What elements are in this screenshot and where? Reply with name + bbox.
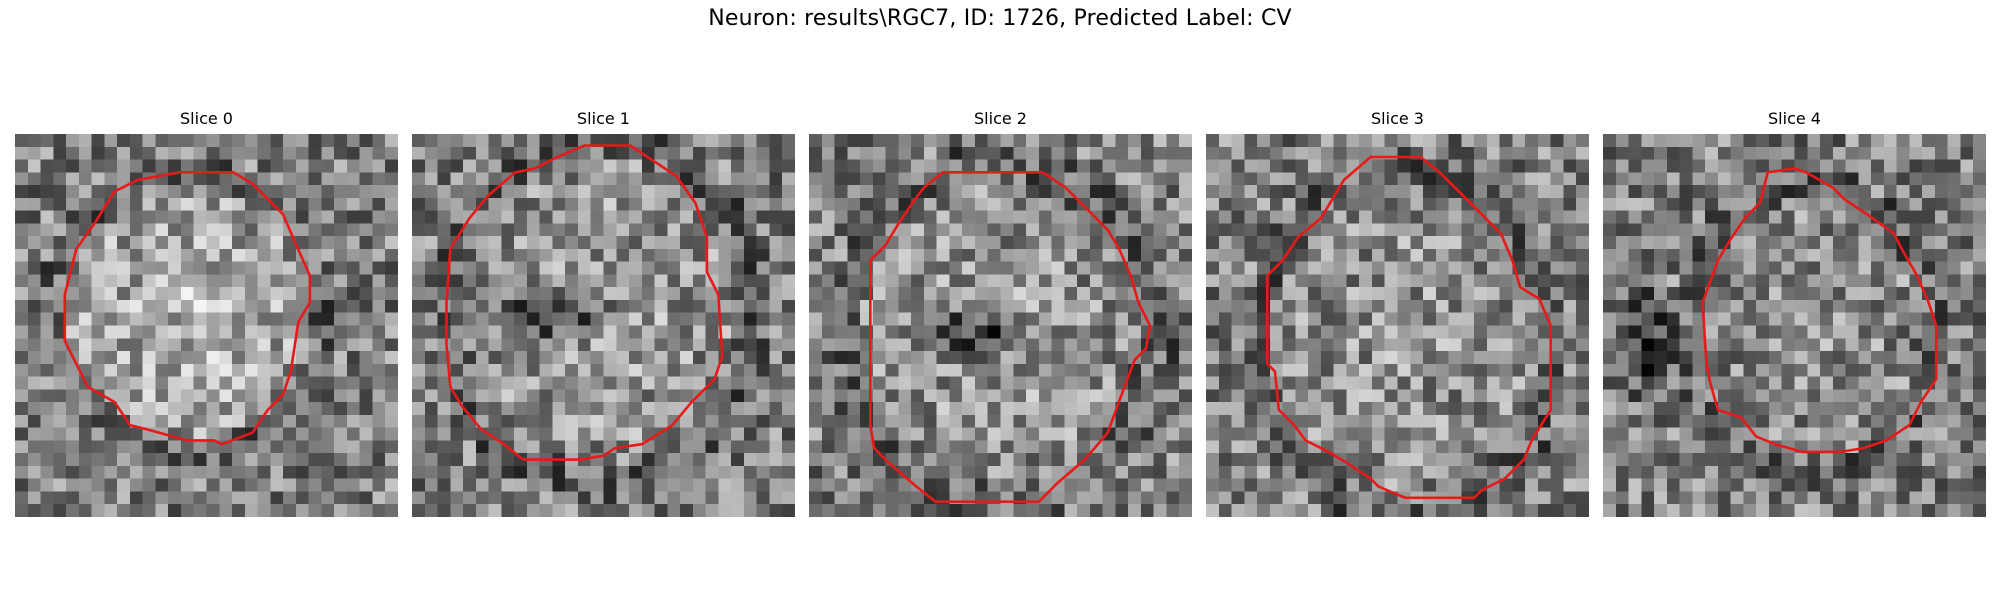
slice-image-2 — [809, 134, 1192, 517]
slice-title: Slice 4 — [1768, 109, 1821, 128]
roi-contour — [868, 170, 1152, 504]
slice-image-1 — [412, 134, 795, 517]
figure-title: Neuron: results\RGC7, ID: 1726, Predicte… — [708, 6, 1292, 31]
slice-panel-0: Slice 0 — [15, 108, 398, 517]
slice-panel-1: Slice 1 — [412, 108, 795, 517]
slice-image-4 — [1603, 134, 1986, 517]
roi-contour — [445, 144, 724, 461]
slice-image-0 — [15, 134, 398, 517]
slice-title: Slice 2 — [974, 109, 1027, 128]
slice-panel-3: Slice 3 — [1206, 108, 1589, 517]
roi-contour — [1265, 155, 1553, 500]
slice-title: Slice 0 — [180, 109, 233, 128]
slice-image-3 — [1206, 134, 1589, 517]
slice-panel-4: Slice 4 — [1603, 108, 1986, 517]
roi-contour — [1701, 167, 1938, 454]
slice-title: Slice 1 — [577, 109, 630, 128]
roi-contour — [63, 170, 312, 446]
slice-panel-2: Slice 2 — [809, 108, 1192, 517]
slice-title: Slice 3 — [1371, 109, 1424, 128]
